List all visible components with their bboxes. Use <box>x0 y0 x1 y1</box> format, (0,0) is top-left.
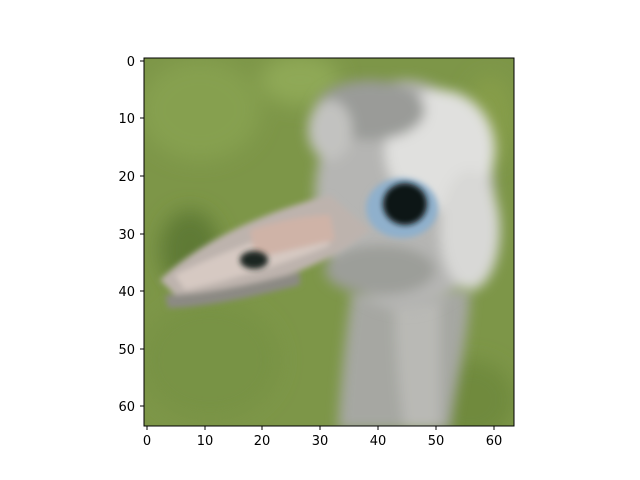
x-tick-label: 30 <box>312 434 329 449</box>
y-tick: 20 <box>118 170 144 185</box>
x-tick: 30 <box>312 426 329 449</box>
x-tick-label: 20 <box>254 434 271 449</box>
x-tick-label: 50 <box>428 434 445 449</box>
nostril <box>240 251 268 269</box>
y-tick-label: 10 <box>118 112 135 127</box>
y-tick: 60 <box>118 400 144 415</box>
x-tick-label: 40 <box>370 434 387 449</box>
y-axis: 0 10 20 30 40 50 60 <box>118 55 144 415</box>
ostrich-eye <box>366 178 438 238</box>
y-tick: 40 <box>118 285 144 300</box>
y-tick: 0 <box>127 55 144 70</box>
x-tick-label: 0 <box>143 434 151 449</box>
ostrich-image <box>140 55 515 440</box>
y-tick: 30 <box>118 228 144 243</box>
y-tick: 10 <box>118 112 144 127</box>
y-tick-label: 40 <box>118 285 135 300</box>
x-tick-label: 60 <box>486 434 503 449</box>
x-tick: 20 <box>254 426 271 449</box>
y-tick-label: 60 <box>118 400 135 415</box>
y-tick-label: 30 <box>118 228 135 243</box>
x-axis: 0 10 20 30 40 50 60 <box>143 426 502 449</box>
x-tick: 50 <box>428 426 445 449</box>
y-tick-label: 50 <box>118 343 135 358</box>
y-tick: 50 <box>118 343 144 358</box>
x-tick-label: 10 <box>197 434 214 449</box>
x-tick: 60 <box>486 426 503 449</box>
y-tick-label: 0 <box>127 55 135 70</box>
x-tick: 0 <box>143 426 151 449</box>
y-tick-label: 20 <box>118 170 135 185</box>
x-tick: 10 <box>197 426 214 449</box>
x-tick: 40 <box>370 426 387 449</box>
